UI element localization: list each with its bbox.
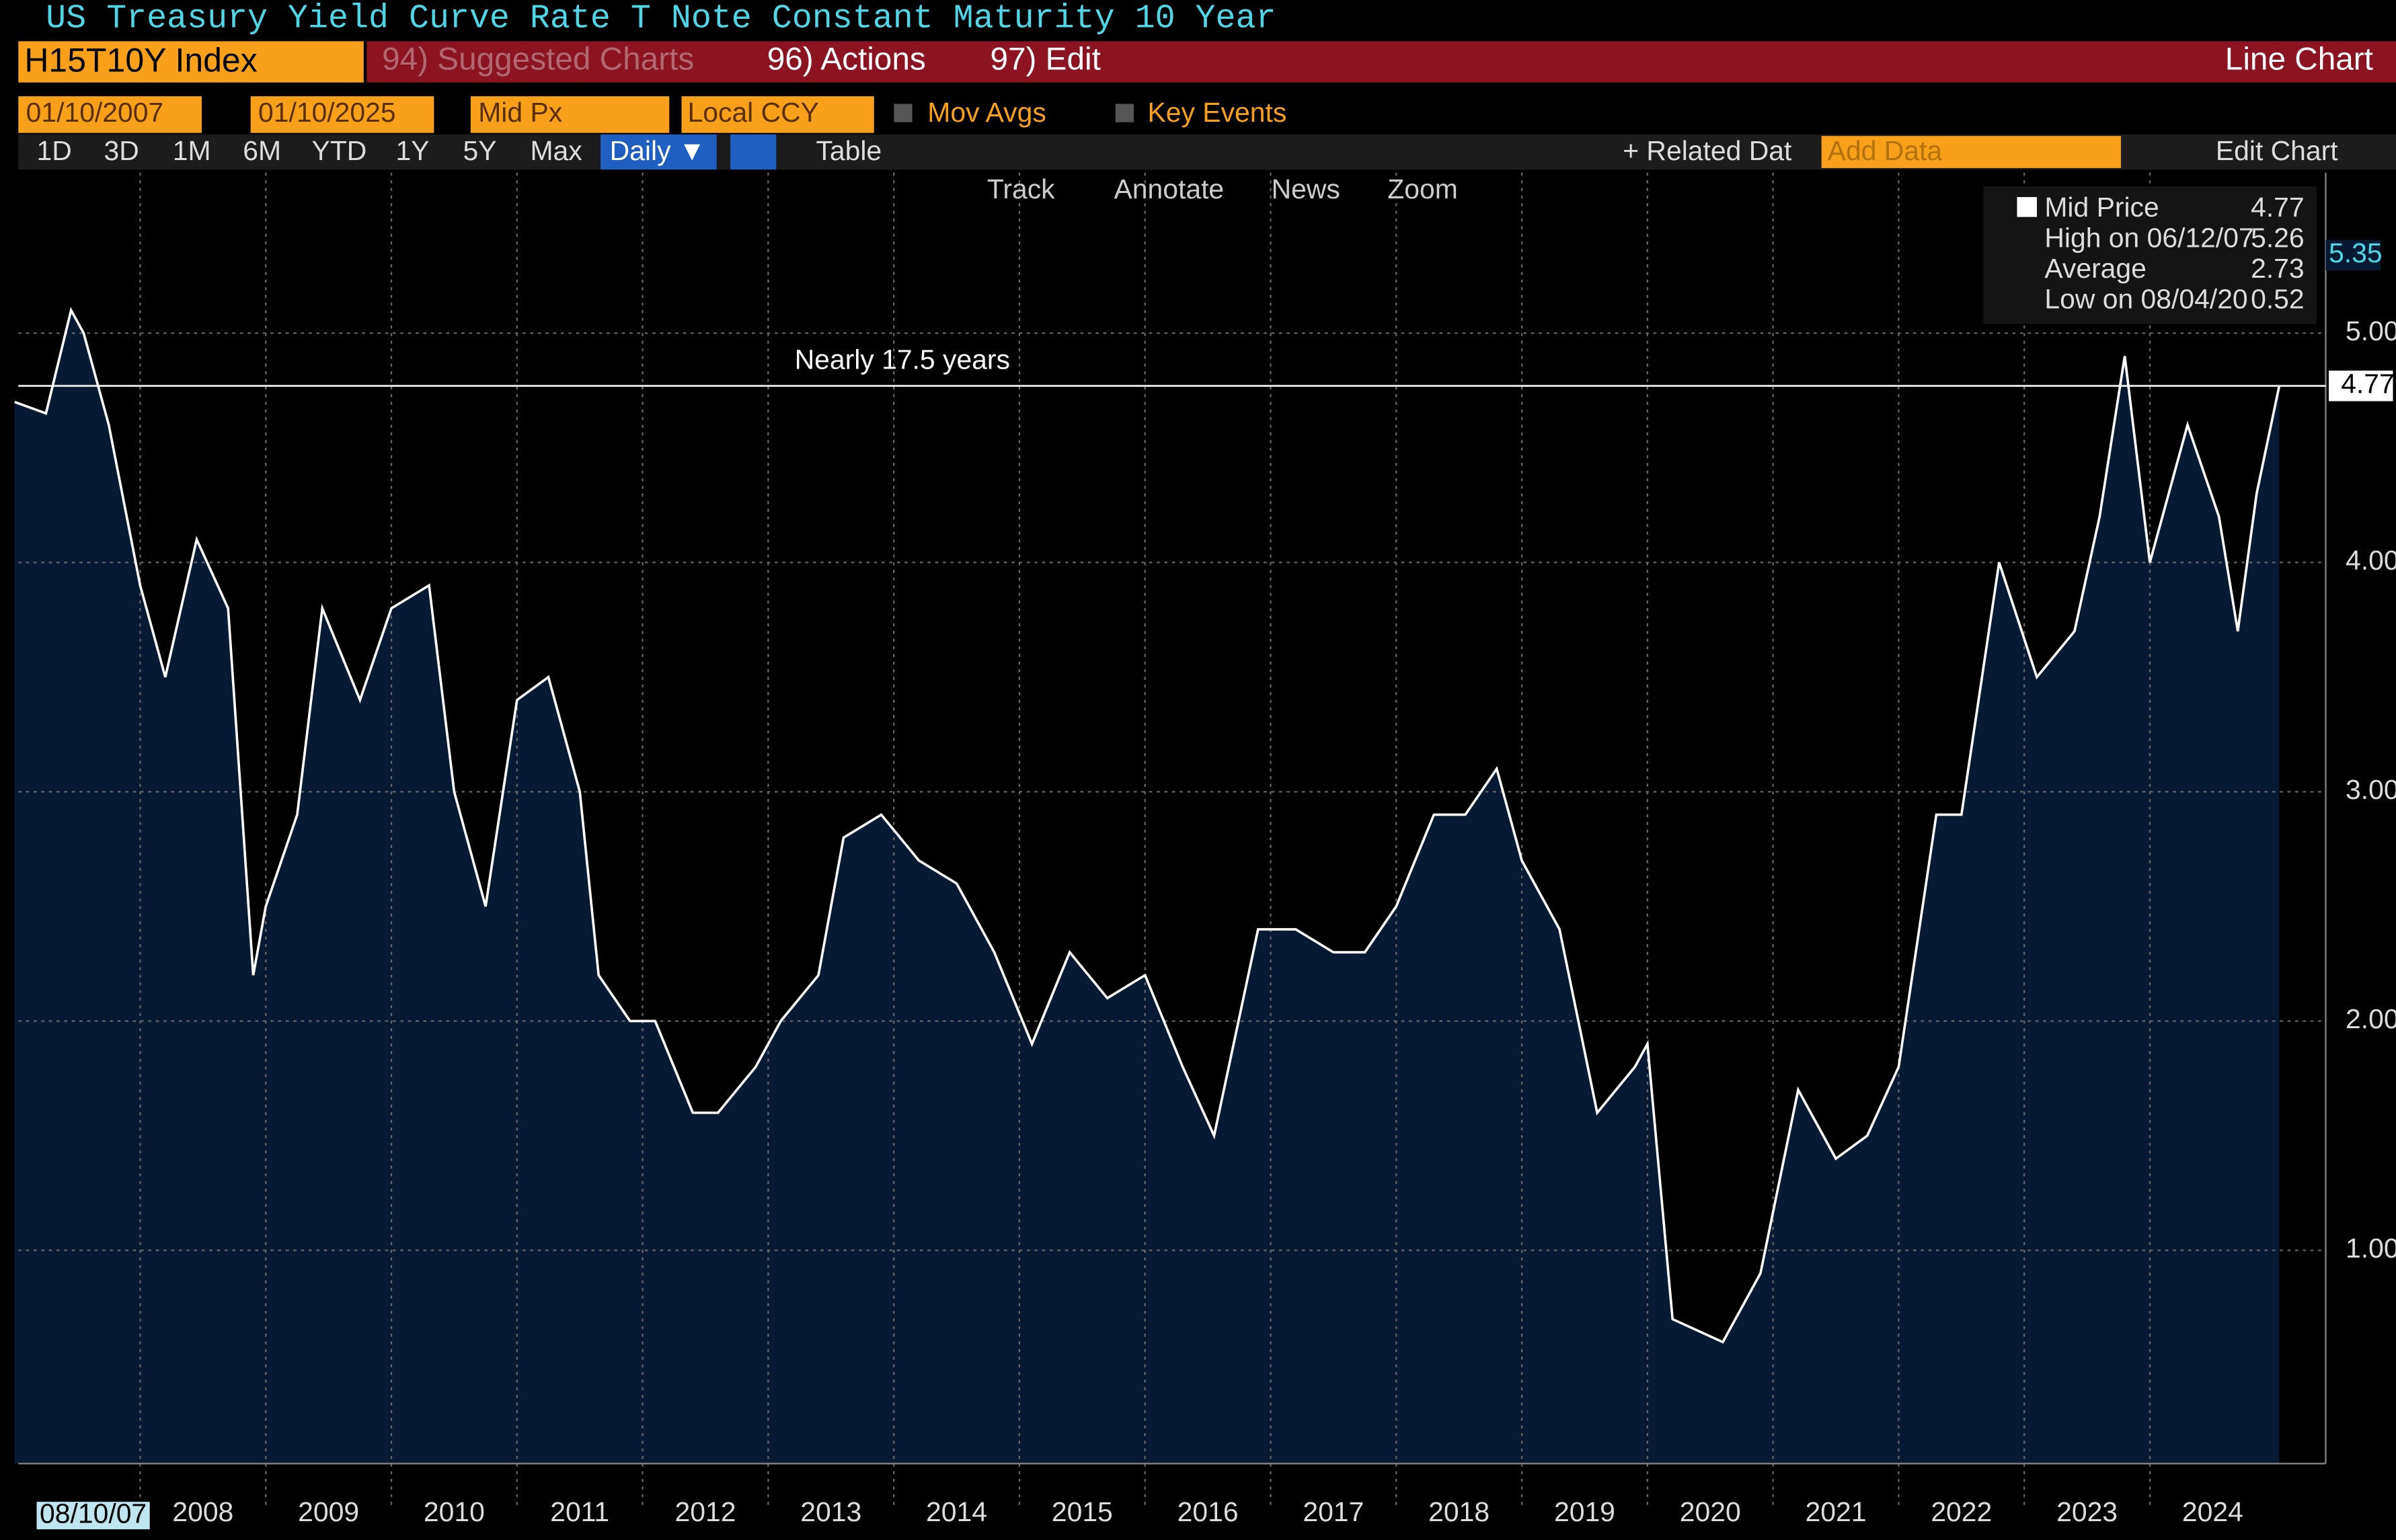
- x-tick-label: 2023: [2056, 1496, 2118, 1527]
- frequency-button[interactable]: [601, 134, 717, 170]
- y-tick-label: 5.00: [2346, 315, 2396, 346]
- mov-avgs[interactable]: Mov Avgs: [927, 97, 1046, 128]
- tool-button[interactable]: Annotate: [1114, 174, 1225, 204]
- frequency[interactable]: Daily ▼: [610, 135, 706, 166]
- checkbox[interactable]: [894, 104, 913, 122]
- start-label-box: [36, 1502, 150, 1530]
- legend-value: 0.52: [2251, 283, 2305, 314]
- x-tick-label: 2022: [1931, 1496, 1992, 1527]
- legend-name: High on 06/12/07: [2044, 222, 2253, 253]
- title: US Treasury Yield Curve Rate T Note Cons…: [46, 0, 1276, 38]
- menu-bar: [366, 41, 2396, 83]
- legend-name: Mid Price: [2044, 192, 2159, 223]
- tool-button[interactable]: News: [1272, 174, 1340, 204]
- ticker[interactable]: H15T10Y Index: [24, 41, 257, 79]
- currency-box[interactable]: [681, 96, 874, 133]
- start-date-box[interactable]: [18, 96, 202, 133]
- edit-chart[interactable]: Edit Chart: [2216, 135, 2338, 166]
- marker-label: 5.35: [2329, 237, 2383, 268]
- suggested-menu[interactable]: 94) Suggested Charts: [382, 41, 694, 77]
- x-tick-label: 2019: [1554, 1496, 1615, 1527]
- x-tick-label: 2015: [1052, 1496, 1113, 1527]
- actions-menu[interactable]: 96) Actions: [767, 41, 926, 77]
- period-buttons: 1D 3D 1M 6M YTD 1Y 5Y Max: [37, 135, 582, 166]
- x-tick-label: 2011: [550, 1496, 609, 1527]
- y-tick-label: 2.00: [2346, 1003, 2396, 1034]
- x-tick-label: 2009: [298, 1496, 359, 1527]
- legend-swatch: [2017, 197, 2038, 217]
- chart-type-button[interactable]: [730, 134, 777, 170]
- marker-box: [2325, 239, 2381, 271]
- x-tick-label: 2012: [674, 1496, 736, 1527]
- field-box[interactable]: [470, 96, 670, 133]
- legend-value: 2.73: [2251, 253, 2305, 284]
- legend-value: 5.26: [2251, 222, 2305, 253]
- price-line: [14, 307, 2281, 1344]
- start-date[interactable]: 01/10/2007: [26, 97, 164, 128]
- y-tick-label: 4.00: [2346, 545, 2396, 576]
- legend-value: 4.77: [2251, 192, 2305, 223]
- related-data[interactable]: + Related Dat: [1623, 135, 1792, 166]
- x-tick-label: 2014: [926, 1496, 987, 1527]
- plot: 1.00 2.00 3.00 4.00 5.00 2008 2009 2010 2011 2012…: [14, 172, 2396, 1530]
- x-tick-label: 2024: [2182, 1496, 2243, 1527]
- area: [14, 310, 2280, 1464]
- x-tick-label: 2010: [424, 1496, 485, 1527]
- table-button[interactable]: Table: [816, 135, 882, 166]
- x-tick-label: 2021: [1806, 1496, 1867, 1527]
- legend-name: Average: [2044, 253, 2147, 284]
- last-price: 4.77: [2341, 369, 2395, 399]
- legend-box: [1983, 186, 2317, 324]
- period-button[interactable]: 1Y: [396, 135, 430, 166]
- x-tick-label: 2016: [1177, 1496, 1239, 1527]
- period-button[interactable]: 1D: [37, 135, 72, 166]
- last-price-box: [2329, 371, 2393, 401]
- chart-kind: Line Chart: [2225, 41, 2373, 77]
- period-button[interactable]: 5Y: [463, 135, 497, 166]
- end-date-box[interactable]: [250, 96, 434, 133]
- period-button[interactable]: YTD: [312, 135, 367, 166]
- annotation: Nearly 17.5 years: [795, 344, 1010, 375]
- tool-button[interactable]: Track: [987, 174, 1055, 204]
- x-tick-label: 2008: [172, 1496, 233, 1527]
- period-button[interactable]: Max: [530, 135, 582, 166]
- add-data-box[interactable]: [1821, 136, 2121, 168]
- field[interactable]: Mid Px: [478, 97, 562, 128]
- start-label: 08/10/07: [40, 1498, 147, 1529]
- key-events[interactable]: Key Events: [1148, 97, 1287, 128]
- x-tick-label: 2018: [1428, 1496, 1490, 1527]
- y-tick-label: 3.00: [2346, 774, 2396, 805]
- x-tick-label: 2017: [1303, 1496, 1364, 1527]
- period-button[interactable]: 1M: [173, 135, 211, 166]
- x-tick-label: 2020: [1680, 1496, 1741, 1527]
- checkbox[interactable]: [1115, 104, 1134, 122]
- period-button[interactable]: 3D: [104, 135, 139, 166]
- tool-button[interactable]: Zoom: [1387, 174, 1457, 204]
- edit-menu[interactable]: 97) Edit: [990, 41, 1100, 77]
- currency[interactable]: Local CCY: [688, 97, 819, 128]
- period-button[interactable]: 6M: [243, 135, 281, 166]
- ticker-box[interactable]: [18, 41, 364, 83]
- add-data[interactable]: Add Data: [1828, 135, 1943, 166]
- end-date[interactable]: 01/10/2025: [258, 97, 396, 128]
- x-tick-label: 2013: [800, 1496, 861, 1527]
- legend-name: Low on 08/04/20: [2044, 283, 2247, 314]
- y-tick-label: 1.00: [2346, 1233, 2396, 1264]
